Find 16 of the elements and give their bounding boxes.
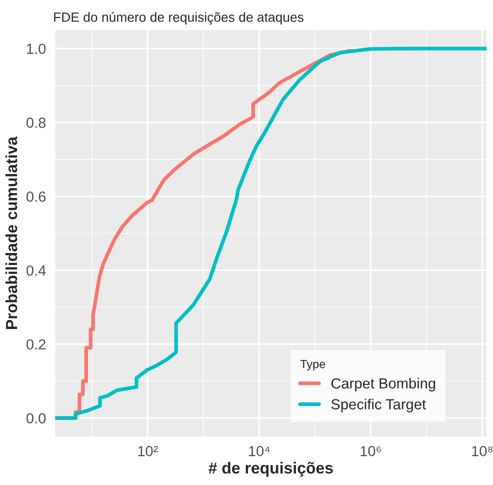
y-tick-label: 1.0 xyxy=(27,44,46,54)
legend-label: Carpet Bombing xyxy=(331,378,436,392)
x-axis-title: # de requisições xyxy=(208,462,333,477)
chart-title: FDE do número de requisições de ataques xyxy=(54,12,304,25)
y-tick-label: 0.4 xyxy=(26,265,46,276)
y-tick-label: 0.2 xyxy=(26,339,46,350)
y-tick-label: 0.6 xyxy=(26,191,46,202)
x-tick-label: 10⁴ xyxy=(249,446,270,456)
x-tick-label: 10⁸ xyxy=(472,446,492,456)
y-tick-label: 0.8 xyxy=(26,118,46,128)
legend-title: Type xyxy=(300,360,326,371)
y-axis-title: Probabilidade cumulativa xyxy=(5,136,18,329)
x-tick-label: 10² xyxy=(138,446,158,456)
y-tick-label: 0.0 xyxy=(26,413,46,424)
x-tick-label: 10⁶ xyxy=(360,446,381,456)
legend-label: Specific Target xyxy=(331,398,426,412)
